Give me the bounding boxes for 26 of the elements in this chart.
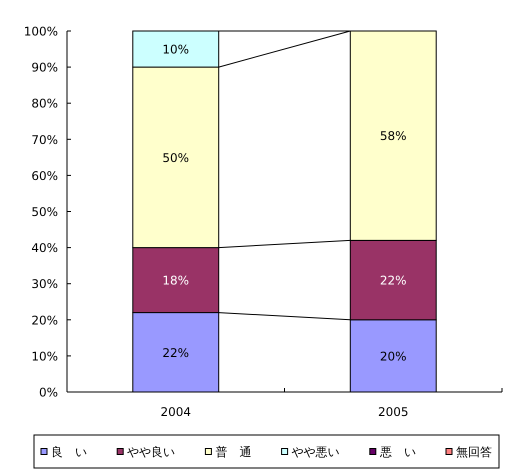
data-label: 10% [162,42,190,57]
y-tick-label: 0% [38,386,58,400]
legend-label: 悪 い [378,445,416,459]
x-tick-label: 2005 [378,405,409,419]
y-tick-label: 40% [31,241,58,256]
legend-label: 良 い [51,445,87,459]
x-tick-label: 2004 [160,405,192,419]
legend-label: 普 通 [215,445,252,459]
y-tick-label: 70% [31,132,58,147]
y-tick-label: 10% [31,349,58,364]
legend-label: やや悪い [292,445,340,459]
y-tick-label: 90% [31,60,58,75]
y-tick-label: 20% [31,313,58,328]
data-label: 18% [162,274,190,288]
data-label: 22% [162,346,190,360]
y-tick-label: 80% [31,96,58,111]
y-tick-label: 100% [24,24,58,38]
legend-label: 無回答 [456,445,492,459]
data-label: 50% [162,150,190,165]
y-tick-label: 50% [31,205,58,219]
data-label: 20% [380,349,407,364]
legend-label: やや良い [127,445,176,459]
y-tick-label: 30% [31,277,58,292]
data-label: 22% [380,274,407,288]
y-tick-label: 60% [31,168,58,183]
data-label: 58% [380,129,407,144]
